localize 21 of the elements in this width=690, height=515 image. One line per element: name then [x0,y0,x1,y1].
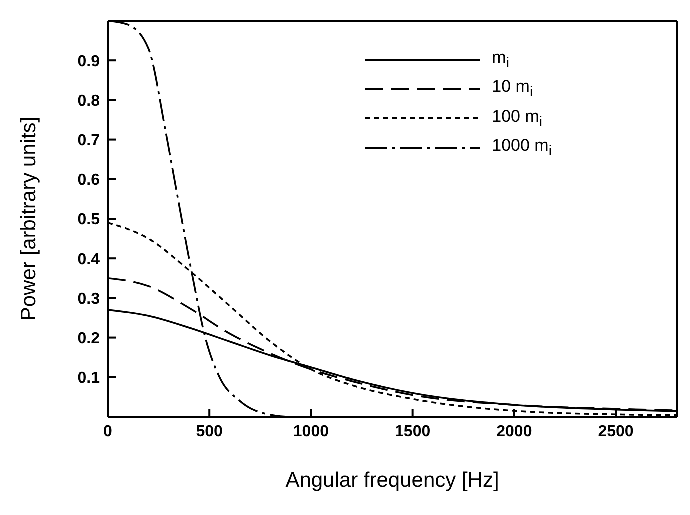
x-tick-label: 2000 [496,423,532,440]
y-tick-label: 0.9 [78,53,100,70]
x-tick-label: 1500 [395,423,431,440]
legend-label: 10 m$_{i}$ [492,77,534,101]
y-tick-label: 0.8 [78,92,100,110]
x-tick-label: 2500 [598,423,634,440]
y-tick-label: 0.5 [78,212,100,229]
legend-label: m$_{i}$ [492,48,510,72]
y-tick-label: 0.3 [78,290,100,308]
x-tick-label: 1000 [293,423,330,440]
legend-label: 1000 m$_{i}$ [492,136,552,160]
x-axis-title: Angular frequency [Hz] [286,469,500,492]
y-tick-label: 0.4 [78,251,100,268]
x-tick-label: 500 [196,423,224,440]
legend-label: 100 m$_{i}$ [492,106,543,130]
y-tick-label: 0.6 [78,172,100,190]
x-tick-label: 0 [104,423,113,440]
y-axis-title: Power [arbitrary units] [17,116,40,322]
y-tick-label: 0.1 [78,370,100,388]
y-tick-label: 0.7 [78,132,100,150]
y-tick-label: 0.2 [78,330,100,348]
